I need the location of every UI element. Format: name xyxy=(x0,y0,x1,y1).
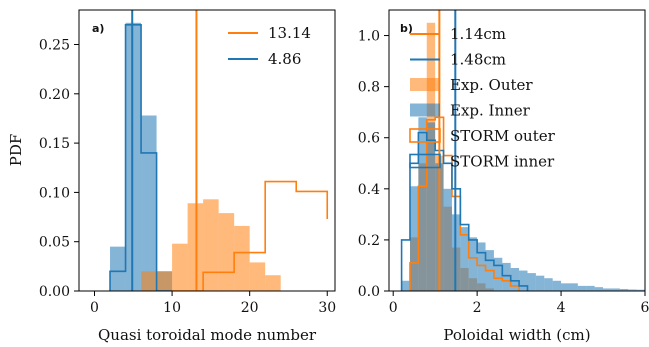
panel-b-filled-bar-1-9 xyxy=(477,242,486,291)
panel-b-filled-bar-1-2 xyxy=(418,117,427,291)
panel-a-y-tick-label: 0.20 xyxy=(39,87,70,103)
legend-label: STORM outer xyxy=(450,127,556,145)
panel-b-filled-bar-1-26 xyxy=(619,288,629,291)
panel-b-filled-bar-1-14 xyxy=(519,270,528,291)
panel-a-filled-bar-1-0 xyxy=(141,271,157,291)
legend-label: Exp. Outer xyxy=(450,76,533,94)
panel-b-filled-bar-1-16 xyxy=(535,275,545,291)
panel-a-x-label: Quasi toroidal mode number xyxy=(98,326,317,344)
panel-a-x-ticks: 0 10 20 30 xyxy=(90,291,336,316)
panel-b-filled-bar-1-18 xyxy=(552,280,562,291)
legend-patch-swatch xyxy=(410,103,440,117)
panel-b-plot-area xyxy=(400,10,645,291)
panel-b-y-tick-label: 0.4 xyxy=(358,182,380,198)
legend-patch-swatch xyxy=(409,128,441,143)
panel-b-y-tick-label: 0.0 xyxy=(358,284,380,300)
panel-b-filled-bar-1-17 xyxy=(544,278,553,291)
panel-b-marks xyxy=(400,10,645,291)
panel-b-filled-bar-1-21 xyxy=(577,285,587,291)
panel-b-x-tick-label: 0 xyxy=(389,300,398,316)
panel-a-filled-bar-1-3 xyxy=(187,203,204,291)
panel-b-filled-bar-1-24 xyxy=(603,288,612,291)
panel-b-y-ticks: 0.0 0.2 0.4 0.6 0.8 1.0 xyxy=(358,29,389,300)
panel-b-x-tick-label: 4 xyxy=(557,300,566,316)
panel-b-filled-bar-1-20 xyxy=(569,283,578,291)
panel-b-x-tick-label: 6 xyxy=(641,300,649,316)
panel-b-filled-bar-1-13 xyxy=(510,268,520,291)
legend-patch-swatch xyxy=(409,153,441,169)
panel-b-step-outline-1 xyxy=(400,131,529,291)
panel-a-filled-bar-0-1 xyxy=(125,22,142,291)
panel-a-y-tick-label: 0.10 xyxy=(39,185,70,201)
panel-a-plot-area xyxy=(109,10,329,291)
legend-label: 13.14 xyxy=(268,24,311,42)
panel-b-filled-bar-1-27 xyxy=(628,289,637,291)
legend-label: 4.86 xyxy=(268,50,301,68)
panel-b-filled-bar-1-15 xyxy=(527,273,536,291)
legend-patch-swatch xyxy=(410,78,440,91)
panel-b-filled-bar-1-23 xyxy=(594,287,604,291)
panel-a-y-tick-label: 0.00 xyxy=(39,284,70,300)
panel-b-filled-bar-1-19 xyxy=(561,283,570,291)
panel-a-frame xyxy=(78,9,336,292)
panel-b-legend: 1.14cm 1.48cm Exp. Outer Exp. Inner STORM ou… xyxy=(409,25,556,171)
legend-label: 1.14cm xyxy=(450,25,506,43)
panel-b-filled-bar-1-1 xyxy=(409,186,419,291)
panel-a-legend: 13.14 4.86 xyxy=(228,24,311,68)
panel-b-y-tick-label: 1.0 xyxy=(358,29,380,45)
panel-b: b) 0 2 4 6 0.0 0.2 0.4 0.6 0.8 1.0 Poloidal widt… xyxy=(358,9,649,344)
panel-b-y-tick-label: 0.2 xyxy=(358,233,380,249)
panel-a-y-label: PDF xyxy=(7,134,25,167)
panel-b-y-tick-label: 0.6 xyxy=(358,131,380,147)
legend-label: STORM inner xyxy=(450,153,555,171)
panel-a-filled-bar-1-8 xyxy=(265,275,281,291)
panel-a-tag: a) xyxy=(92,22,104,35)
panel-a-marks xyxy=(109,10,329,291)
panel-b-tag: b) xyxy=(400,22,413,35)
panel-b-filled-bar-1-3 xyxy=(426,122,436,291)
panel-b-filled-bar-1-5 xyxy=(443,188,452,291)
panel-b-filled-bar-1-22 xyxy=(586,285,595,291)
panel-a-x-tick-label: 10 xyxy=(163,300,181,316)
panel-b-filled-bar-1-8 xyxy=(468,237,478,291)
panel-a-x-tick-label: 20 xyxy=(241,300,259,316)
panel-a-filled-bar-1-5 xyxy=(218,213,235,291)
panel-b-frame xyxy=(388,9,646,292)
panel-a-filled-bar-1-2 xyxy=(172,243,188,291)
panel-a-filled-bar-1-1 xyxy=(156,271,173,291)
panel-a-x-tick-label: 30 xyxy=(318,300,336,316)
panel-a: a) 0 10 20 30 0.00 0.05 0.10 0.15 0.20 0.25 Quas… xyxy=(7,9,336,344)
panel-b-x-label: Poloidal width (cm) xyxy=(443,326,590,344)
panel-a-y-ticks: 0.00 0.05 0.10 0.15 0.20 0.25 xyxy=(39,38,79,300)
panel-b-y-tick-label: 0.8 xyxy=(358,80,380,96)
panel-b-x-ticks: 0 2 4 6 xyxy=(389,291,649,316)
panel-b-step-outline-0 xyxy=(409,116,520,291)
panel-a-y-tick-label: 0.15 xyxy=(39,136,70,152)
legend-label: 1.48cm xyxy=(450,51,506,69)
panel-a-step-outline-0 xyxy=(109,23,173,291)
panel-a-filled-bar-1-7 xyxy=(249,262,266,291)
panel-b-filled-bar-1-12 xyxy=(502,262,511,291)
legend-label: Exp. Inner xyxy=(450,102,531,120)
panel-b-filled-bar-1-25 xyxy=(611,288,620,291)
panel-a-filled-bar-0-2 xyxy=(141,115,157,291)
panel-b-filled-bar-1-28 xyxy=(636,289,645,291)
panel-a-x-tick-label: 0 xyxy=(90,300,99,316)
panel-b-filled-bar-1-7 xyxy=(460,227,469,291)
panel-a-filled-bar-0-0 xyxy=(110,246,126,291)
panel-a-step-outline-1 xyxy=(172,180,329,291)
panel-a-y-tick-label: 0.05 xyxy=(39,235,70,251)
panel-b-x-tick-label: 2 xyxy=(473,300,482,316)
panel-a-filled-bar-1-6 xyxy=(234,225,250,291)
panel-a-y-tick-label: 0.25 xyxy=(39,38,70,54)
panel-b-filled-bar-1-11 xyxy=(493,257,503,291)
panel-b-filled-bar-1-0 xyxy=(401,280,410,291)
panel-a-filled-bar-1-4 xyxy=(203,199,219,291)
